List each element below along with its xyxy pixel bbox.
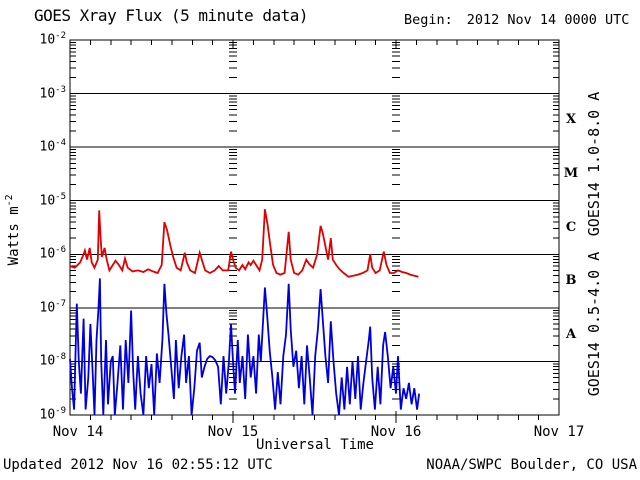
- chart-title: GOES Xray Flux (5 minute data): [34, 6, 308, 25]
- flare-class-c: C: [565, 219, 577, 235]
- legend-goes14-short-channel: GOES14 0.5-4.0 A: [585, 251, 603, 397]
- flare-class-x: X: [565, 112, 577, 128]
- begin-timestamp: Begin: 2012 Nov 14 0000 UTC: [404, 12, 629, 28]
- series-goes14-0-5-4-0-a: [69, 278, 420, 416]
- y-tick-label-1e-4: 10-4: [39, 138, 67, 155]
- y-tick-label-1e-6: 10-6: [39, 245, 67, 262]
- x-tick-label-nov-17: Nov 17: [533, 424, 585, 440]
- x-tick-label-nov-16: Nov 16: [370, 424, 422, 440]
- flare-class-a: A: [565, 326, 577, 342]
- flare-class-b: B: [565, 273, 577, 289]
- y-tick-label-1e-9: 10-9: [39, 406, 67, 423]
- y-tick-label-1e-5: 10-5: [39, 191, 67, 209]
- plot-frame: [69, 39, 560, 416]
- flare-class-m: M: [563, 165, 579, 181]
- y-tick-label-1e-3: 10-3: [39, 84, 67, 101]
- y-tick-label-1e-2: 10-2: [39, 31, 67, 48]
- x-tick-label-nov-14: Nov 14: [52, 424, 104, 440]
- y-tick-label-1e-8: 10-8: [39, 352, 67, 369]
- begin-value: 2012 Nov 14 0000 UTC: [466, 12, 630, 28]
- credit-text: NOAA/SWPC Boulder, CO USA: [426, 457, 637, 473]
- x-axis-label: Universal Time: [255, 437, 374, 453]
- begin-label: Begin:: [404, 12, 453, 28]
- series-goes14-1-0-8-0-a: [69, 209, 419, 278]
- x-tick-label-nov-15: Nov 15: [207, 424, 259, 440]
- updated-timestamp: Updated 2012 Nov 16 02:55:12 UTC: [3, 457, 273, 473]
- y-tick-label-1e-7: 10-7: [39, 298, 67, 316]
- legend-goes14-long-channel: GOES14 1.0-8.0 A: [585, 91, 603, 237]
